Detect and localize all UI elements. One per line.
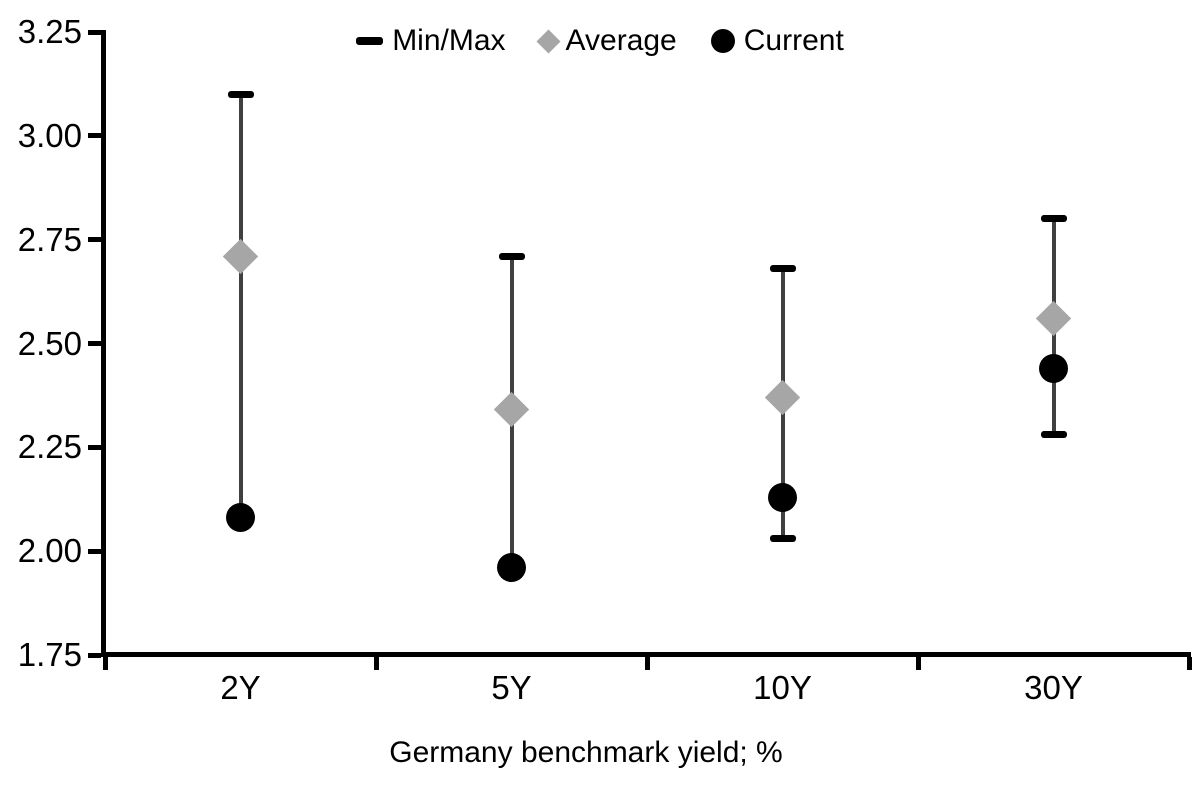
y-tick-label: 3.00 bbox=[17, 116, 82, 154]
y-axis-line bbox=[101, 30, 106, 657]
current-marker bbox=[1039, 353, 1068, 383]
x-tick bbox=[102, 657, 108, 670]
current-marker bbox=[768, 482, 797, 512]
average-marker bbox=[493, 392, 530, 428]
x-category-label: 30Y bbox=[1024, 669, 1083, 706]
x-category-label: 5Y bbox=[491, 669, 532, 706]
max-cap-marker bbox=[1040, 215, 1067, 223]
y-tick bbox=[88, 133, 101, 139]
y-tick-label: 1.75 bbox=[17, 636, 82, 673]
legend-label-current: Current bbox=[743, 24, 844, 57]
legend: Min/Max Average Current bbox=[0, 24, 1200, 58]
average-marker bbox=[222, 238, 259, 274]
min-cap-marker bbox=[1040, 431, 1067, 439]
x-tick bbox=[915, 657, 921, 670]
max-cap-marker bbox=[227, 90, 254, 98]
y-tick bbox=[88, 444, 101, 450]
max-cap-marker bbox=[769, 265, 796, 273]
legend-label-minmax: Min/Max bbox=[392, 24, 506, 57]
legend-label-average: Average bbox=[565, 24, 677, 57]
x-tick bbox=[644, 657, 650, 670]
x-tick bbox=[1186, 657, 1192, 670]
legend-item-minmax: Min/Max bbox=[356, 24, 506, 58]
y-tick bbox=[88, 341, 101, 346]
minmax-dash-icon bbox=[356, 37, 384, 45]
y-tick-label: 2.25 bbox=[17, 428, 82, 466]
x-axis-line bbox=[101, 652, 1191, 657]
y-tick-label: 2.00 bbox=[17, 532, 82, 570]
x-axis-title: Germany benchmark yield; % bbox=[389, 736, 783, 769]
y-tick-label: 3.25 bbox=[17, 13, 82, 50]
y-tick bbox=[88, 237, 101, 243]
y-tick bbox=[88, 652, 101, 658]
current-marker bbox=[497, 553, 526, 583]
legend-item-average: Average bbox=[536, 24, 677, 58]
x-category-label: 2Y bbox=[220, 669, 261, 706]
x-tick bbox=[373, 657, 379, 670]
legend-item-current: Current bbox=[710, 24, 844, 58]
y-tick-label: 2.50 bbox=[17, 324, 82, 362]
y-tick bbox=[88, 548, 101, 554]
minmax-range-line bbox=[238, 94, 243, 518]
y-tick-label: 2.75 bbox=[17, 220, 82, 258]
y-tick bbox=[88, 29, 101, 35]
max-cap-marker bbox=[498, 252, 525, 260]
average-marker bbox=[1035, 300, 1072, 337]
current-circle-icon bbox=[710, 29, 735, 53]
x-category-label: 10Y bbox=[753, 669, 812, 706]
min-cap-marker bbox=[769, 535, 796, 543]
current-marker bbox=[226, 503, 255, 533]
average-marker bbox=[764, 379, 801, 416]
